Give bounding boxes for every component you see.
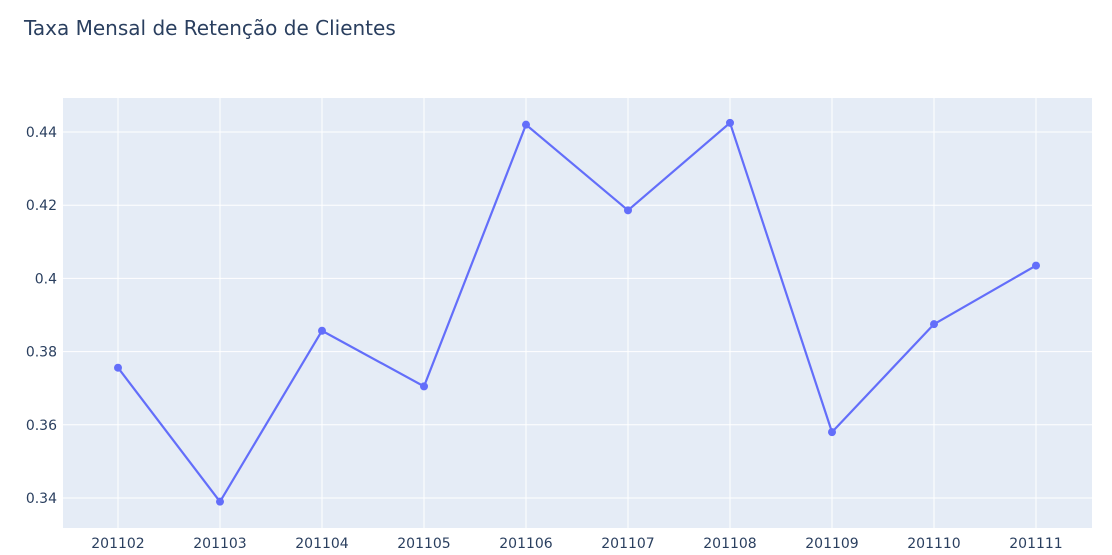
- x-tick-label: 201104: [295, 536, 349, 552]
- series-group: [114, 118, 1040, 506]
- y-axis-tick-labels: 0.34 0.36 0.38 0.4 0.42 0.44: [26, 125, 57, 507]
- data-point[interactable]: [828, 428, 836, 437]
- y-tick-label: 0.4: [35, 271, 57, 287]
- x-tick-label: 201106: [499, 536, 553, 552]
- y-tick-label: 0.36: [26, 418, 57, 434]
- x-tick-label: 201111: [1009, 536, 1062, 552]
- data-point[interactable]: [930, 320, 938, 329]
- x-gridlines: [117, 98, 1037, 528]
- y-gridlines: [63, 131, 1092, 499]
- y-tick-label: 0.34: [26, 491, 57, 507]
- x-tick-label: 201109: [805, 536, 858, 552]
- chart-title: Taxa Mensal de Retenção de Clientes: [23, 16, 396, 40]
- data-point[interactable]: [624, 206, 632, 215]
- x-tick-label: 201110: [907, 536, 960, 552]
- x-tick-label: 201105: [397, 536, 450, 552]
- data-point[interactable]: [1032, 261, 1040, 270]
- data-point[interactable]: [216, 497, 224, 506]
- x-tick-label: 201102: [91, 536, 144, 552]
- y-tick-label: 0.44: [26, 125, 57, 141]
- x-tick-label: 201108: [703, 536, 756, 552]
- x-tick-label: 201107: [601, 536, 654, 552]
- x-tick-label: 201103: [193, 536, 246, 552]
- data-point[interactable]: [318, 326, 326, 335]
- x-axis-tick-labels: 201102 201103 201104 201105 201106 201107 2011…: [91, 536, 1062, 552]
- data-point[interactable]: [522, 120, 530, 129]
- plot-area: [63, 98, 1092, 528]
- y-tick-label: 0.38: [26, 345, 57, 361]
- series-line: [117, 121, 1037, 503]
- data-point[interactable]: [420, 382, 428, 391]
- data-point[interactable]: [726, 118, 734, 127]
- y-tick-label: 0.42: [26, 198, 57, 214]
- data-point[interactable]: [114, 363, 122, 372]
